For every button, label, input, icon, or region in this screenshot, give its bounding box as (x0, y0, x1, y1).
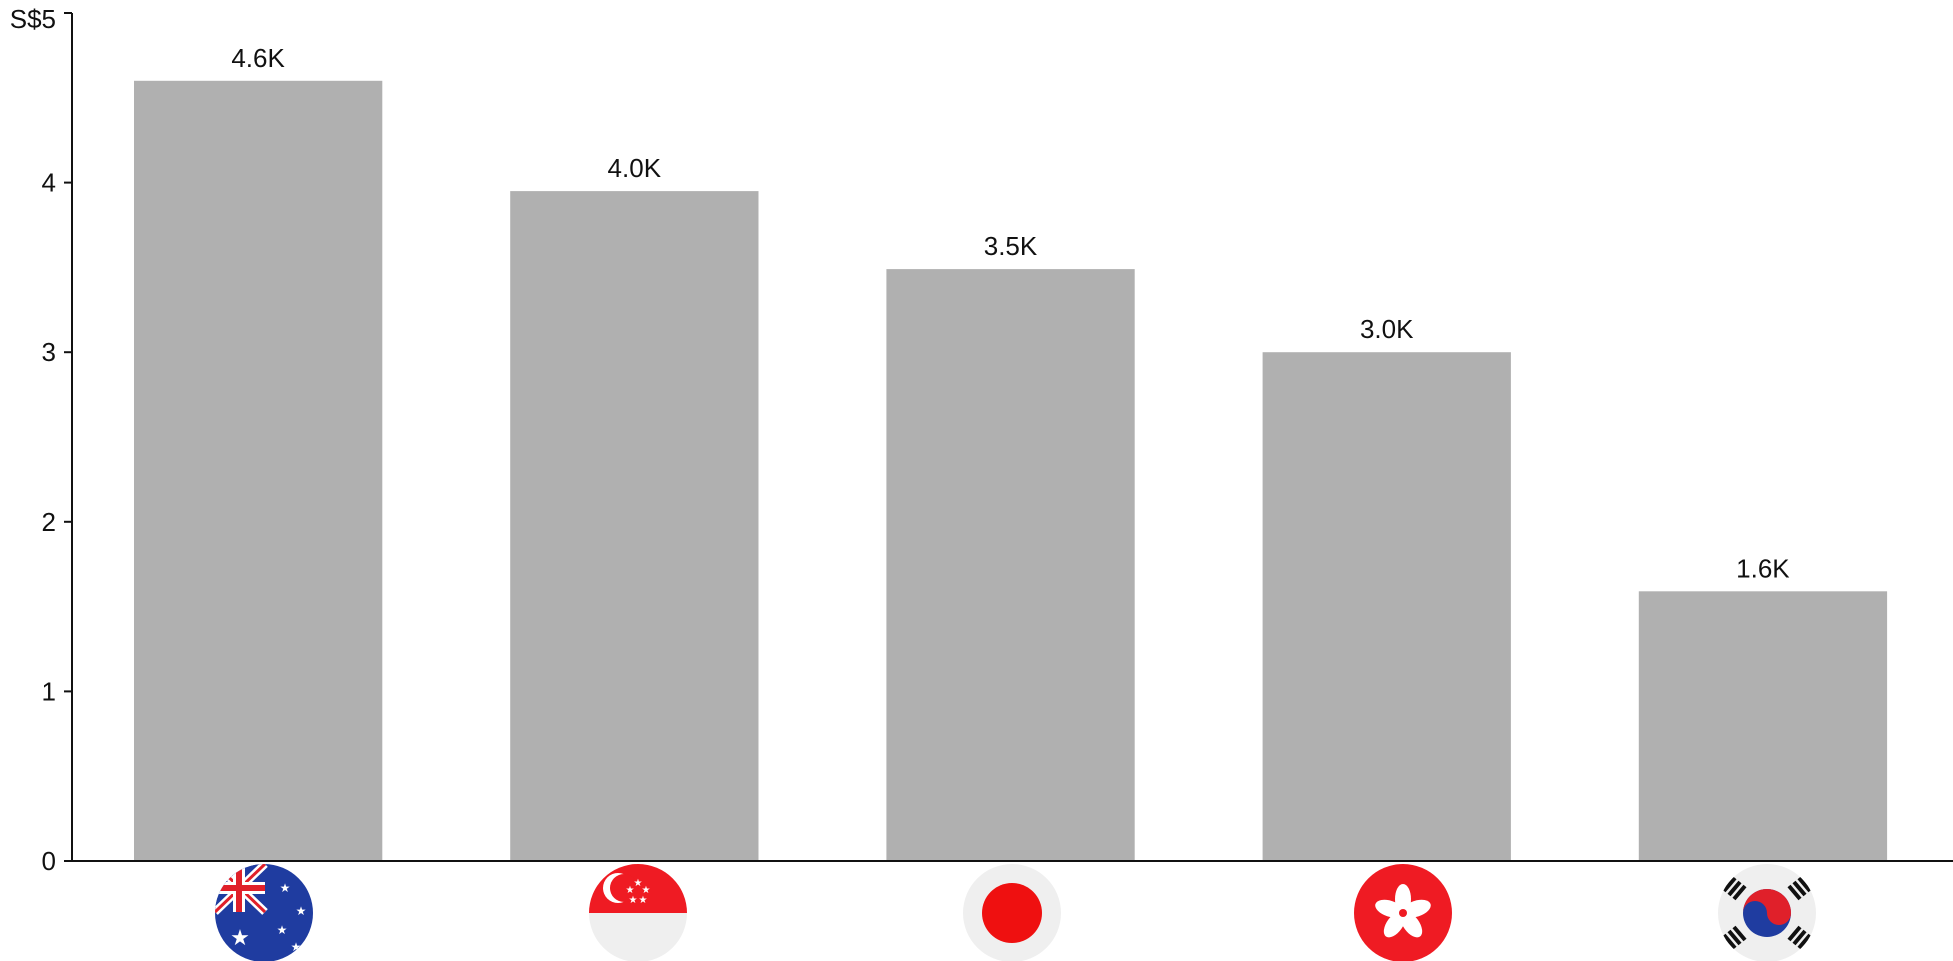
south-korea-flag-icon (1718, 864, 1816, 961)
y-tick-label: S$5 (10, 4, 56, 34)
y-tick-label: 1 (42, 676, 56, 706)
bar-australia (134, 80, 383, 862)
japan-flag-icon (963, 864, 1061, 961)
data-label: 4.6K (231, 43, 285, 73)
bar-hong-kong (1262, 352, 1511, 861)
data-labels-layer: 4.6K 4.0K 3.5K 3.0K 1.6K (231, 43, 1790, 583)
svg-text:★: ★ (280, 881, 291, 895)
data-label: 4.0K (608, 153, 662, 183)
bar-singapore (510, 191, 759, 862)
y-tick-label: 3 (42, 337, 56, 367)
svg-text:★: ★ (230, 926, 250, 951)
svg-text:★: ★ (634, 878, 643, 889)
data-label: 3.0K (1360, 314, 1414, 344)
svg-text:★: ★ (629, 895, 638, 906)
singapore-flag-icon: ★ ★ ★ ★ ★ (589, 864, 687, 961)
svg-text:★: ★ (291, 940, 302, 954)
bar-japan (886, 269, 1135, 862)
svg-text:★: ★ (639, 895, 648, 906)
bar-south-korea (1638, 591, 1888, 861)
svg-text:★: ★ (642, 885, 651, 896)
y-tick-label: 0 (42, 846, 56, 876)
y-ticks-layer: 0 1 2 3 4 S$5 (10, 4, 72, 876)
bars-layer (134, 80, 1888, 862)
australia-flag-icon: ★ ★ ★ ★ ★ (215, 864, 313, 961)
svg-text:★: ★ (626, 885, 635, 896)
hong-kong-flag-icon (1354, 864, 1452, 961)
y-tick-label: 2 (42, 507, 56, 537)
svg-text:★: ★ (296, 904, 307, 918)
y-tick-label: 4 (42, 168, 56, 198)
data-label: 3.5K (984, 231, 1038, 261)
data-label: 1.6K (1736, 553, 1790, 583)
svg-text:★: ★ (277, 923, 288, 937)
